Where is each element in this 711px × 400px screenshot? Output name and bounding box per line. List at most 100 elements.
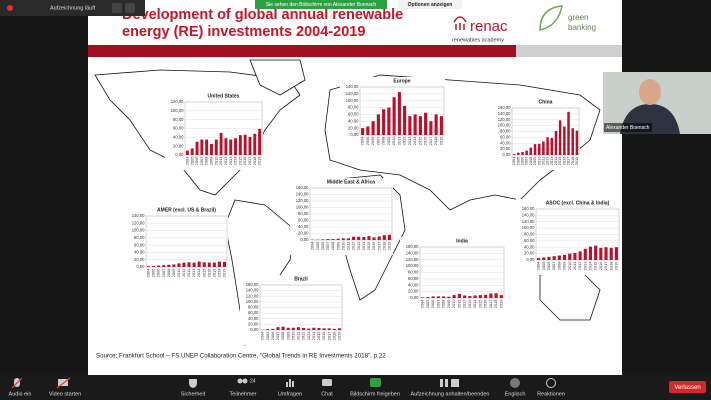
bar	[271, 328, 275, 330]
bar	[336, 238, 340, 240]
logo-subtext: renewables academy	[452, 37, 504, 43]
logo-icon	[453, 16, 467, 30]
y-tick-label: 80,00	[298, 211, 309, 216]
button-label[interactable]: Englisch	[505, 391, 526, 397]
bar	[371, 121, 375, 135]
bar	[337, 328, 341, 330]
share-button[interactable]: Bildschirm freigeben	[350, 378, 400, 397]
icon	[370, 378, 381, 387]
icon	[451, 379, 459, 387]
chat-button[interactable]: Chat	[321, 379, 333, 397]
y-tick-label: 0,00	[250, 327, 259, 332]
y-tick-label: 0,00	[136, 264, 145, 269]
x-tick-label: 2011	[218, 156, 223, 165]
y-tick-label: 120,00	[296, 198, 309, 203]
y-tick-label: 20,00	[348, 125, 359, 130]
bar	[594, 245, 598, 260]
x-tick-label: 2007	[435, 299, 440, 309]
x-tick-label: 2015	[557, 156, 562, 166]
bar	[413, 114, 417, 135]
bar	[207, 262, 211, 267]
x-tick-label: 2005	[365, 136, 370, 146]
bar	[429, 121, 433, 135]
pause-button[interactable]	[112, 3, 122, 13]
y-tick-label: 0,00	[502, 152, 511, 157]
y-tick-label: 140,00	[346, 84, 359, 89]
x-tick-label: 2013	[228, 156, 233, 166]
reactions-button[interactable]: Reaktionen	[537, 378, 565, 398]
x-tick-label: 2012	[462, 299, 467, 309]
bar	[302, 328, 306, 330]
button-label[interactable]: Chat	[321, 391, 333, 397]
x-tick-label: 2016	[423, 136, 428, 146]
y-tick-label: 120,00	[171, 99, 184, 104]
y-tick-label: 140,00	[498, 111, 511, 116]
language-button[interactable]: Englisch	[505, 378, 526, 397]
bar	[387, 234, 391, 240]
bar	[326, 239, 330, 240]
leave-label[interactable]: Verlassen	[674, 385, 700, 391]
options-text[interactable]: Optionen anzeigen	[408, 2, 453, 8]
x-tick-label: 2008	[330, 241, 335, 251]
x-tick-label: 2018	[381, 241, 386, 251]
x-tick-label: 2014	[311, 331, 316, 341]
bar	[436, 296, 440, 298]
green-banking-logo: green banking	[539, 5, 596, 32]
title-band	[516, 45, 622, 57]
x-tick-label: 2014	[233, 156, 238, 166]
button-label[interactable]: Aufzeichnung anhalten/beenden	[411, 391, 490, 397]
x-tick-label: 2012	[186, 268, 191, 278]
participants-count: 24	[250, 378, 256, 384]
button-label[interactable]: Bildschirm freigeben	[350, 391, 400, 397]
button-label[interactable]: Audio ein	[9, 391, 32, 397]
bar	[205, 139, 209, 155]
security-button[interactable]: Sicherheit	[181, 379, 206, 397]
button-label[interactable]: Sicherheit	[181, 391, 206, 397]
bar	[185, 150, 189, 155]
chart-title: China	[539, 99, 553, 105]
toolbar-bg	[0, 375, 711, 400]
bar	[463, 295, 467, 298]
bar	[499, 295, 503, 298]
button-label[interactable]: Teilnehmer	[230, 391, 257, 397]
bar	[195, 141, 199, 155]
leave-button[interactable]: Verlassen	[669, 381, 706, 393]
bar	[403, 105, 407, 135]
polls-button[interactable]: Umfragen	[278, 379, 302, 397]
record-button[interactable]: Aufzeichnung anhalten/beenden	[411, 379, 490, 397]
button-label[interactable]: Video starten	[49, 391, 81, 397]
y-tick-label: 160,00	[406, 244, 419, 249]
x-tick-label: 2007	[161, 268, 166, 278]
x-tick-label: 2004	[360, 136, 365, 146]
video-button[interactable]: Video starten	[49, 377, 81, 397]
x-tick-label: 2009	[171, 268, 176, 278]
bar	[442, 296, 446, 298]
bar	[376, 114, 380, 135]
button-label[interactable]: Reaktionen	[537, 391, 565, 397]
bar	[321, 239, 325, 240]
y-tick-label: 80,00	[348, 105, 359, 110]
y-tick-label: 140,00	[296, 192, 309, 197]
x-tick-label: 2006	[546, 261, 551, 271]
options-button[interactable]	[398, 0, 462, 9]
bar	[291, 327, 295, 330]
x-tick-label: 2005	[315, 241, 320, 251]
chart-title: ASOC (excl. China & India)	[546, 200, 610, 206]
x-tick-label: 2011	[346, 241, 351, 250]
x-tick-label: 2017	[566, 156, 571, 166]
audio-button[interactable]: Audio ein	[9, 377, 32, 397]
mini-chart: China 0,0020,0040,0060,0080,00100,00120,0…	[492, 98, 580, 170]
bar	[583, 248, 587, 260]
bar	[366, 126, 370, 135]
button-label[interactable]: Umfragen	[278, 391, 302, 397]
stop-button[interactable]	[125, 3, 135, 13]
y-tick-label: 20,00	[500, 146, 511, 151]
icon	[237, 378, 243, 384]
slide-title: Development of global annual renewable	[122, 7, 403, 23]
participants-button[interactable]: 24 Teilnehmer	[230, 378, 257, 397]
bar	[537, 143, 541, 155]
bar	[478, 295, 482, 298]
leave-bg[interactable]	[669, 381, 706, 393]
